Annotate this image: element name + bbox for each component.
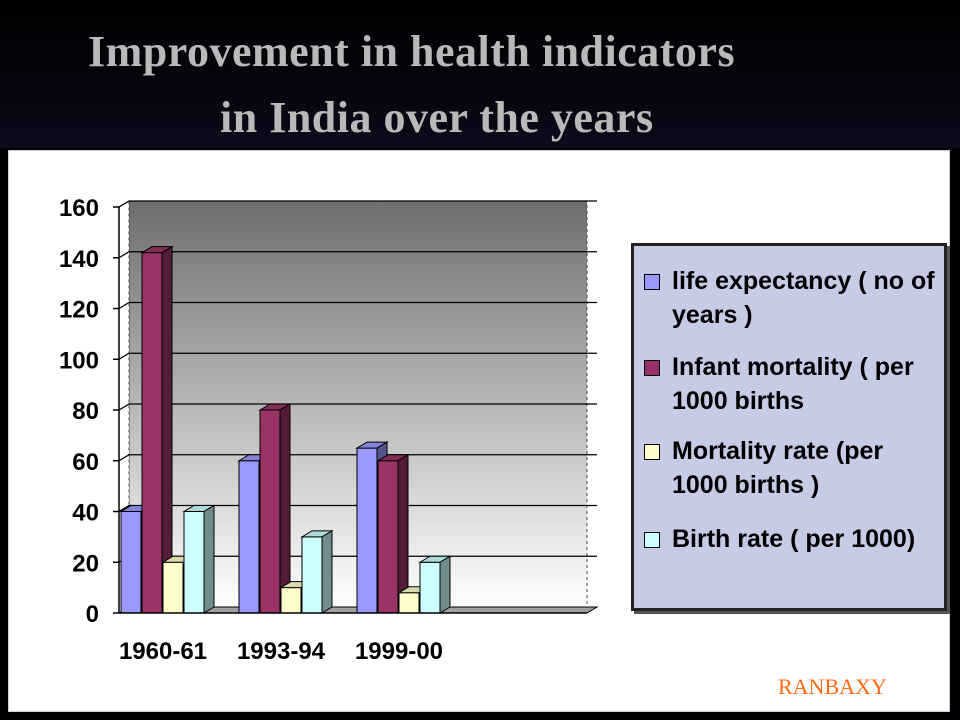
gridline [118,251,597,259]
bar-birth-rate-1993-94 [300,529,334,614]
gridline [118,301,597,310]
bar-birth-rate-1960-61 [182,504,216,614]
y-tick-label: 120 [59,297,99,324]
slide-title-line-1: Improvement in health indicators [88,27,736,76]
x-tick-label: 1993-94 [237,638,326,665]
ranbaxy-logo-text: RANBAXY [778,674,887,699]
y-tick-label: 60 [72,449,99,476]
legend-label-birth-rate: Birth rate ( per 1000) [672,525,916,553]
legend-swatch-mortality-rate [644,444,660,460]
gridline [118,352,597,360]
bar-chart: 0 20 40 60 80 100 120 140 160 1960-61 1993-94 1999-… [59,195,599,665]
legend-swatch-birth-rate [644,532,660,548]
gridline [118,200,597,208]
y-tick-label: 40 [72,500,99,527]
y-tick-label: 0 [86,601,99,628]
y-tick-label: 140 [59,246,99,273]
slide-title-line-2: in India over the years [220,93,654,142]
y-tick-label: 80 [72,398,99,425]
legend-swatch-life-expectancy [644,274,660,290]
chart-panel: 0 20 40 60 80 100 120 140 160 1960-61 1993-94 1999-… [8,150,950,712]
x-tick-label: 1960-61 [119,638,207,665]
gridline [118,504,597,513]
legend-label-mortality-rate: Mortality rate (per 1000 births ) [672,437,884,499]
bar-infant-mortality-1960-61 [140,245,174,614]
y-tick-label: 20 [72,550,99,577]
legend-swatch-infant-mortality [644,360,660,376]
bar-infant-mortality-1999-00 [376,453,410,614]
bar-infant-mortality-1993-94 [258,403,292,614]
gridline [118,454,597,462]
legend-label-infant-mortality: Infant mortality ( per 1000 births [672,353,914,415]
gridline [118,403,597,411]
slide-title-bar: Improvement in health indicators in Indi… [0,0,960,148]
bar-birth-rate-1999-00 [418,555,452,614]
x-tick-label: 1999-00 [355,638,443,665]
chart-legend: life expectancy ( no of years ) Infant m… [631,243,947,611]
y-tick-label: 100 [59,347,99,374]
y-tick-label: 160 [59,195,99,222]
legend-label-life-expectancy: life expectancy ( no of years ) [672,267,935,329]
